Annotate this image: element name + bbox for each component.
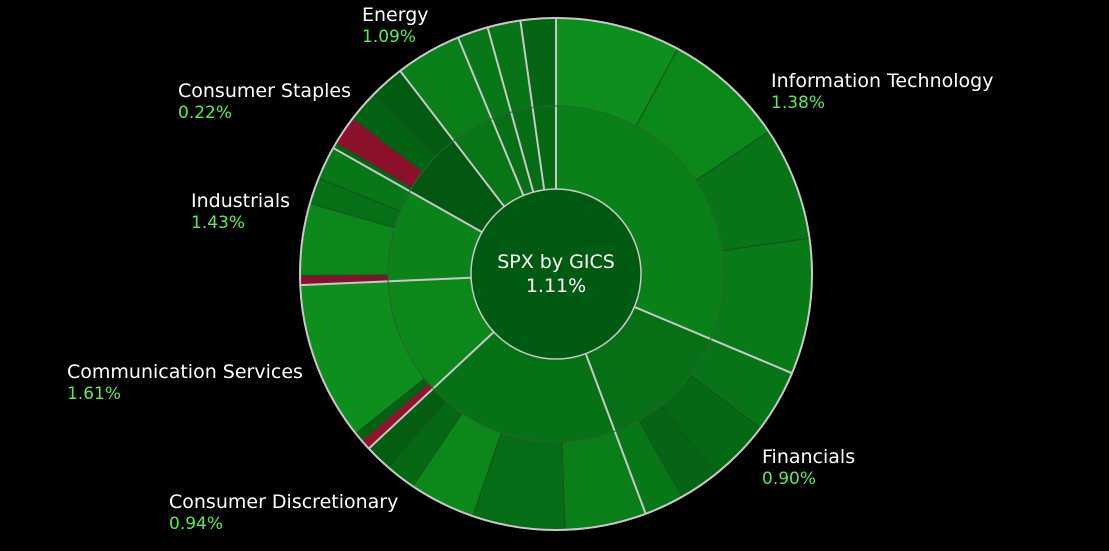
sector-name: Financials: [762, 446, 855, 468]
sector-name: Information Technology: [771, 70, 993, 92]
sector-name: Consumer Staples: [178, 80, 351, 102]
sector-pct: 0.22%: [178, 103, 232, 123]
sector-pct: 1.43%: [191, 213, 245, 233]
center-disc: [470, 188, 642, 360]
sector-divider-line: [584, 353, 647, 515]
sector-divider-line: [486, 27, 535, 193]
center-value: 1.11%: [526, 275, 586, 297]
sector-pct: 0.90%: [762, 469, 816, 489]
sub-industry-ring: [299, 17, 813, 531]
ring-boundary: [387, 105, 725, 443]
sector-label-information-technology[interactable]: Information Technology 1.38%: [771, 70, 993, 113]
sector-pct: 0.94%: [169, 514, 223, 534]
sector-divider-line: [300, 276, 472, 287]
sector-pct: 1.09%: [362, 27, 416, 47]
sector-divider-line: [633, 306, 793, 375]
sector-dividers: [300, 18, 793, 515]
sector-divider-line: [519, 20, 546, 190]
sector-divider-line: [368, 331, 495, 450]
sector-label-communication-services[interactable]: Communication Services 1.61%: [67, 361, 303, 404]
sector-pct: 1.61%: [67, 384, 121, 404]
sector-pct: 1.38%: [771, 93, 825, 113]
outer-border: [299, 17, 813, 531]
sector-divider-line: [399, 70, 506, 208]
sector-ring: [387, 105, 725, 443]
sector-name: Consumer Discretionary: [169, 491, 398, 513]
sector-label-consumer-staples[interactable]: Consumer Staples 0.22%: [178, 80, 351, 123]
sector-divider-line: [457, 37, 525, 196]
sector-name: Communication Services: [67, 361, 303, 383]
sector-name: Energy: [362, 4, 429, 26]
sector-label-financials[interactable]: Financials 0.90%: [762, 446, 855, 489]
sector-divider-line: [332, 147, 483, 234]
sector-label-industrials[interactable]: Industrials 1.43%: [191, 190, 290, 233]
sector-name: Industrials: [191, 190, 290, 212]
center-title: SPX by GICS: [497, 251, 615, 273]
sector-label-energy[interactable]: Energy 1.09%: [362, 4, 429, 47]
sector-label-consumer-discretionary[interactable]: Consumer Discretionary 0.94%: [169, 491, 398, 534]
